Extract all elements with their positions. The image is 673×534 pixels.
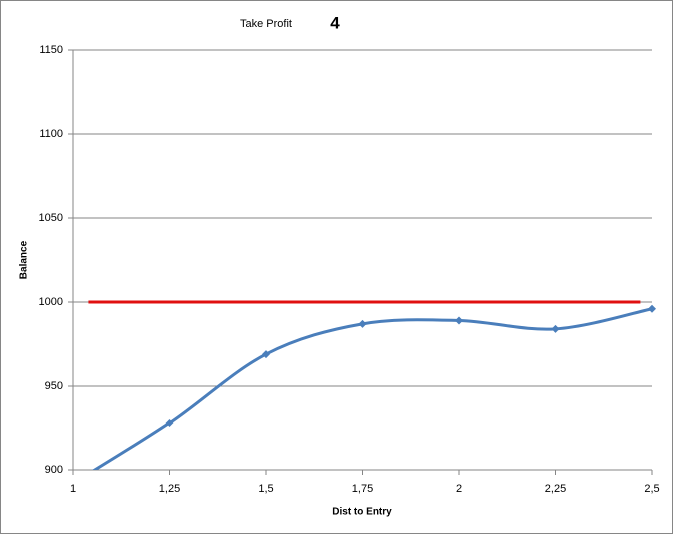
x-tick-label: 1,5 xyxy=(258,483,273,495)
y-tick-label: 1050 xyxy=(39,212,63,224)
data-point xyxy=(455,316,463,325)
y-tick-label: 1150 xyxy=(39,44,63,56)
data-point xyxy=(165,418,174,427)
data-point xyxy=(648,304,656,313)
x-tick-label: 2,5 xyxy=(644,483,659,495)
y-tick-label: 1100 xyxy=(39,128,63,140)
plot-area xyxy=(88,300,656,470)
x-tick-label: 1 xyxy=(70,483,76,495)
x-tick-label: 2 xyxy=(456,483,462,495)
x-axis-label: Dist to Entry xyxy=(332,507,392,518)
y-tick-label: 900 xyxy=(45,464,63,476)
x-tick-label: 2,25 xyxy=(545,483,566,495)
data-point xyxy=(358,319,367,328)
x-tick-label: 1,75 xyxy=(352,483,373,495)
data-point xyxy=(551,324,560,333)
y-tick-label: 950 xyxy=(45,380,63,392)
chart-title: Take Profit xyxy=(240,18,292,30)
data-point xyxy=(262,350,270,359)
x-tick-label: 1,25 xyxy=(159,483,180,495)
y-axis-label: Balance xyxy=(19,240,30,279)
chart-subtitle: 4 xyxy=(330,13,340,32)
y-tick-label: 1000 xyxy=(39,296,63,308)
